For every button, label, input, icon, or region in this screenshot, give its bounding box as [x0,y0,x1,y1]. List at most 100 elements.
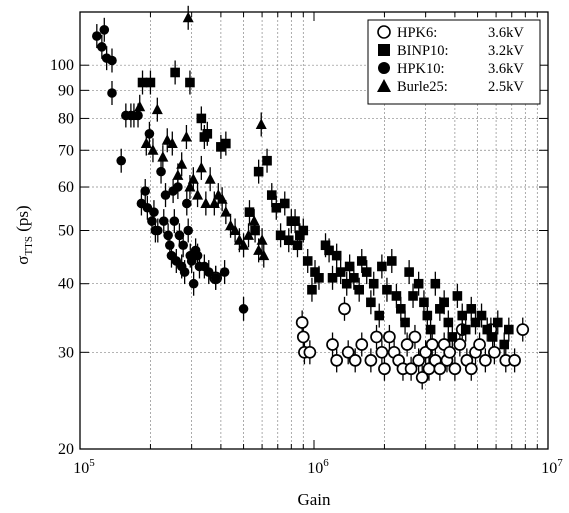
data-point [221,138,231,149]
data-point [425,338,439,351]
data-point [170,67,180,78]
y-tick-label: 100 [50,57,74,74]
data-point [425,324,436,335]
data-markers [92,11,530,384]
data-point [326,338,339,351]
data-point [243,229,255,240]
data-point [147,144,159,155]
data-point [238,239,250,250]
y-axis-label-symbol: σ [13,256,32,265]
legend-entry-hpk10: HPK10: 3.6kV [378,61,524,77]
data-point [391,291,402,301]
data-point [413,278,424,289]
data-point [382,284,392,295]
data-point [443,317,454,328]
data-point [430,278,441,289]
data-point [488,345,501,359]
data-point [368,278,379,289]
legend-name: HPK10: [397,61,445,77]
legend-marker-filled-circle [378,62,390,74]
data-point [487,332,498,342]
data-point [204,173,216,184]
data-point [220,206,232,217]
data-point [196,113,207,124]
data-point [296,330,310,344]
data-point [208,197,220,208]
data-point [383,330,396,344]
y-tick-label: 20 [58,441,74,458]
data-point [320,240,331,251]
plot-frame [79,11,549,450]
legend-hv: 2.5kV [488,79,524,95]
data-point [187,173,199,184]
data-point [176,158,188,169]
data-point [400,317,410,328]
data-point [157,151,169,162]
y-axis-label-subscript: TTS [23,236,35,256]
data-point [145,77,156,88]
data-point [163,230,173,241]
data-point [460,324,471,335]
data-point [151,103,163,115]
x-tick-labels: 105 106 107 [73,457,563,477]
data-point [216,193,228,204]
data-point [508,354,521,367]
legend-entry-burle25: Burle25: 2.5kV [377,79,524,95]
legend-hv: 3.2kV [488,43,524,59]
data-point [348,354,362,367]
legend-hv: 3.6kV [488,61,524,77]
data-point [364,354,378,367]
data-point [338,302,351,316]
data-point [415,371,429,384]
data-point [179,267,190,277]
data-point [165,240,175,251]
data-point [128,109,140,120]
data-point [482,324,493,335]
data-point [447,332,458,342]
data-point [396,304,406,314]
legend-marker-triangle [377,79,391,92]
data-point [203,267,214,277]
data-point [283,235,294,246]
data-point [378,362,391,376]
data-point [448,362,462,376]
legend-name: Burle25: [397,79,448,95]
data-point [140,186,151,196]
data-point [375,345,389,359]
data-point [314,273,324,283]
data-point [303,345,317,359]
data-point [152,225,163,236]
data-point [174,230,185,241]
y-tick-label: 90 [58,82,74,99]
data-point [200,197,212,208]
data-point [244,207,255,217]
data-point [335,267,346,277]
data-point [476,310,487,321]
data-point [422,310,433,321]
data-point [172,169,184,180]
data-point [370,330,383,344]
x-tick-label: 106 [307,457,329,477]
data-point [453,338,467,351]
data-point [253,244,265,255]
data-point [464,362,478,376]
y-tick-label: 40 [58,276,74,293]
data-point [479,354,492,367]
data-point [219,267,230,277]
data-point [295,230,305,241]
legend-entry-binp10: BINP10: 3.2kV [378,43,524,59]
data-point [307,284,317,295]
x-axis-label: Gain [297,490,331,509]
data-point [419,297,429,308]
data-point [492,317,503,328]
data-point [404,267,414,277]
data-point [256,234,268,245]
data-point [192,189,204,200]
data-point [140,137,152,149]
data-point [180,131,192,142]
data-point [173,182,183,192]
data-point [238,304,249,314]
data-point [195,161,207,173]
data-point [166,137,178,149]
